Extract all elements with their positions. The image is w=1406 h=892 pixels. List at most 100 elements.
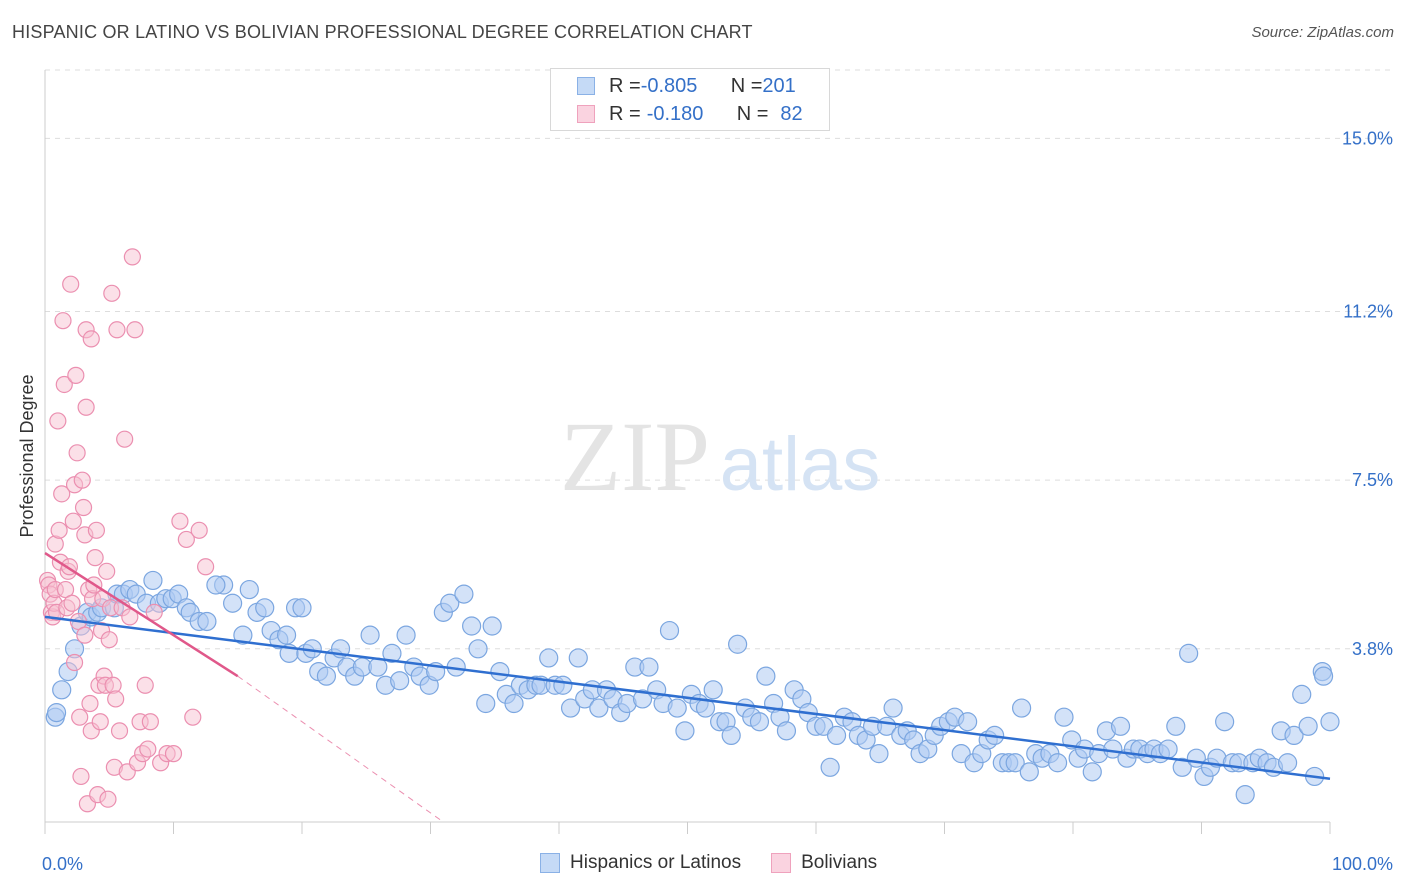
bolivians-point: [126, 321, 144, 339]
hispanics-point: [883, 698, 903, 718]
trend-lines: [44, 552, 1331, 823]
hispanics-point: [703, 680, 723, 700]
hispanics-point: [440, 593, 460, 613]
hispanics-point: [1110, 716, 1131, 736]
bolivians-point: [49, 412, 67, 430]
watermark-atlas: atlas: [720, 422, 881, 507]
hispanics-point: [958, 712, 978, 732]
n-value: 201: [762, 74, 796, 97]
bolivians-point: [164, 745, 183, 763]
hispanics-point: [1019, 762, 1039, 782]
bolivians-point: [123, 248, 141, 266]
y-tick-label: 11.2%: [1343, 302, 1393, 322]
r-label: R =: [609, 102, 641, 125]
hispanics-trend-line: [44, 615, 1331, 780]
y-axis-label: Professional Degree: [17, 374, 37, 537]
legend-swatch-pink: [577, 105, 595, 123]
bolivians-point: [139, 740, 157, 758]
bolivians-point: [55, 375, 73, 394]
bolivians-point: [121, 608, 139, 626]
bolivians-point: [197, 558, 215, 576]
hispanics-point: [482, 616, 502, 636]
bolivians-point: [171, 512, 189, 530]
bolivians-point: [53, 485, 71, 503]
hispanics-point: [728, 634, 748, 654]
bolivians-point: [74, 498, 93, 517]
watermark-zip: ZIP: [560, 401, 710, 512]
bolivians-point: [68, 444, 86, 462]
hispanics-point: [589, 698, 609, 718]
hispanics-point: [476, 693, 496, 714]
n-label: N =: [730, 74, 763, 97]
bolivians-point: [177, 530, 195, 549]
hispanics-point: [462, 616, 482, 636]
r-label: R =: [609, 74, 641, 97]
hispanics-point: [675, 721, 695, 741]
bolivians-point: [73, 471, 91, 489]
bolivians-point: [108, 321, 126, 339]
hispanics-point: [382, 643, 402, 663]
hispanics-point: [1179, 643, 1199, 663]
hispanics-point: [1172, 757, 1192, 777]
bolivians-point: [71, 708, 89, 726]
hispanics-point: [197, 611, 217, 632]
bolivians-point: [72, 767, 90, 786]
bolivians-point: [87, 521, 106, 539]
chart-title: HISPANIC OR LATINO VS BOLIVIAN PROFESSIO…: [12, 22, 753, 42]
hispanics-point: [1292, 684, 1312, 704]
hispanics-point: [568, 648, 588, 668]
hispanics-point: [316, 666, 337, 686]
correlation-legend: R = -0.805 N = 201 R = -0.180 N = 82: [550, 68, 830, 131]
hispanics-point: [490, 661, 510, 682]
hispanics-point: [276, 625, 297, 645]
bolivians-point: [107, 690, 125, 708]
legend-label: Bolivians: [801, 852, 878, 873]
legend-label: Hispanics or Latinos: [570, 852, 742, 873]
y-tick-label: 15.0%: [1342, 128, 1393, 148]
hispanics-point: [1277, 753, 1298, 773]
hispanics-point: [46, 703, 67, 723]
bolivians-point: [77, 398, 95, 416]
hispanics-point: [1011, 698, 1032, 718]
hispanics-point: [1054, 707, 1074, 727]
grid: [45, 69, 1392, 650]
legend-item-hispanics[interactable]: Hispanics or Latinos: [540, 852, 741, 874]
hispanics-point: [553, 675, 573, 695]
hispanics-point: [239, 579, 259, 600]
bolivians-point: [81, 694, 99, 713]
hispanics-point: [143, 570, 163, 591]
r-value: -0.805: [640, 74, 698, 97]
hispanics-point: [1158, 739, 1178, 759]
hispanics-point: [292, 598, 312, 618]
hispanics-point: [206, 575, 226, 595]
hispanics-point: [255, 598, 275, 618]
hispanics-point: [223, 593, 243, 613]
bolivians-point: [64, 512, 82, 530]
hispanics-point: [639, 657, 659, 677]
y-tick-label: 7.5%: [1352, 470, 1393, 490]
x-tick-label: 0.0%: [42, 854, 83, 874]
hispanics-point: [1298, 716, 1318, 736]
bolivians-point: [82, 330, 100, 348]
hispanics-point: [504, 693, 524, 714]
hispanics-point: [52, 680, 72, 700]
bolivians-point: [136, 676, 154, 694]
hispanics-point: [869, 744, 889, 764]
legend-item-bolivians[interactable]: Bolivians: [771, 852, 877, 874]
hispanics-point: [1320, 712, 1340, 732]
hispanics-point: [1284, 725, 1304, 746]
bolivians-point: [145, 603, 163, 621]
hispanics-point: [560, 698, 581, 718]
hispanics-point: [667, 698, 687, 718]
bolivians-point: [91, 713, 109, 731]
hispanics-point: [1005, 753, 1025, 773]
bolivians-point: [110, 722, 129, 740]
x-tick-label: 100.0%: [1332, 854, 1393, 874]
bolivians-point: [65, 653, 84, 672]
r-value: -0.180: [646, 102, 704, 125]
hispanics-point: [454, 584, 474, 604]
bolivians-point: [100, 631, 118, 649]
legend-swatch-pink: [771, 853, 792, 873]
hispanics-point: [390, 671, 410, 691]
